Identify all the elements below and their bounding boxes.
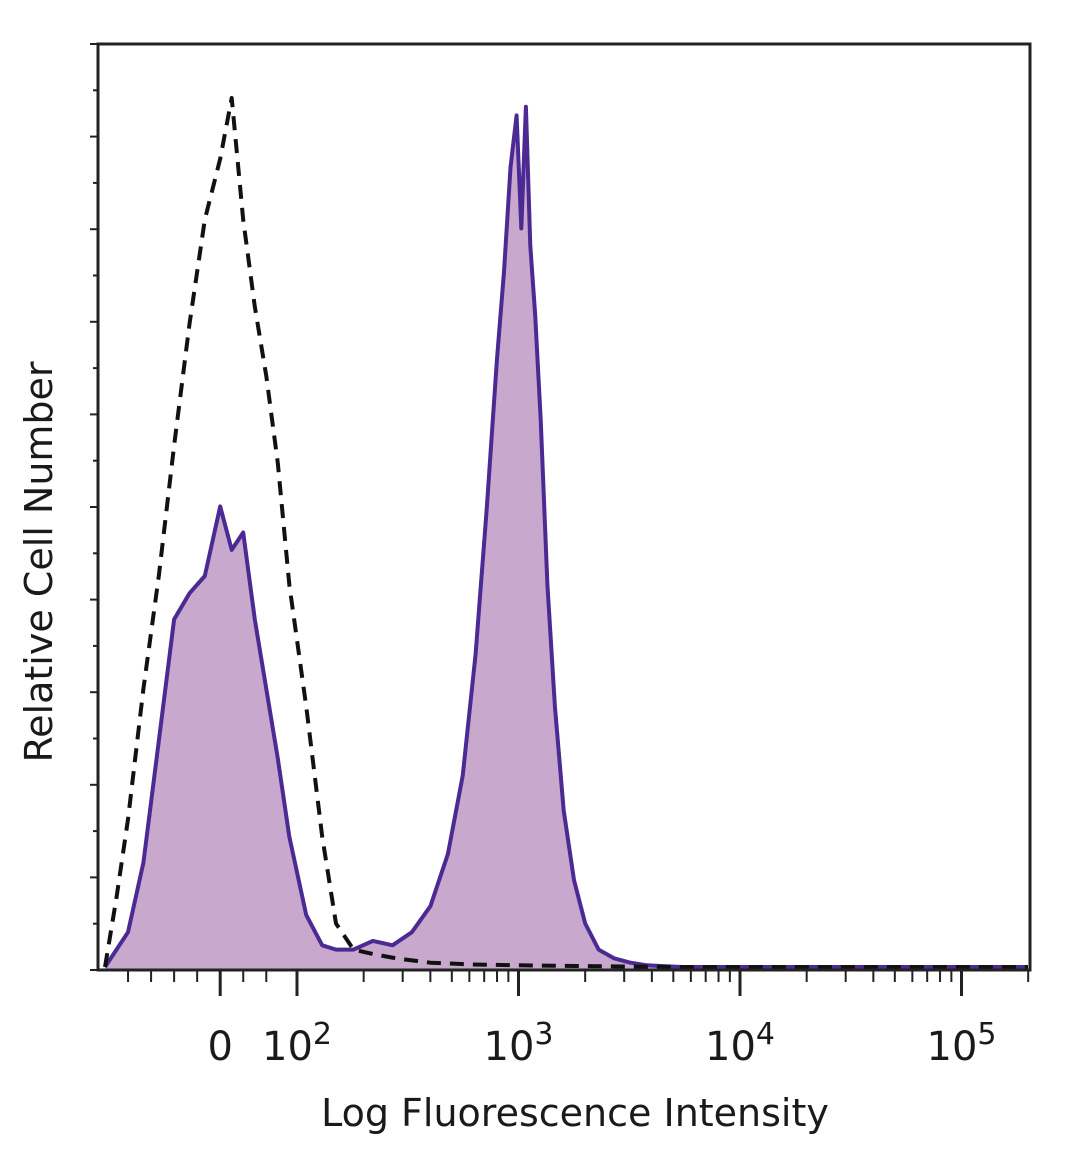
- plot-fill-layer: [105, 106, 1028, 969]
- x-tick-label: 102: [262, 1017, 332, 1070]
- stained-histogram-fill: [105, 106, 1028, 969]
- stained-histogram-line: [103, 104, 1028, 969]
- y-axis-title: Relative Cell Number: [17, 361, 61, 762]
- x-tick-label: 104: [705, 1017, 775, 1070]
- plot-line-layer: [103, 96, 1028, 969]
- x-tick-label: 0: [207, 1024, 232, 1070]
- control-histogram-line: [103, 96, 1028, 969]
- x-axis-title: Log Fluorescence Intensity: [321, 1091, 829, 1135]
- axis-ticks: [90, 43, 1030, 996]
- x-tick-label: 105: [927, 1017, 997, 1070]
- x-tick-label: 103: [484, 1017, 554, 1070]
- x-tick-labels: 0 102 103 104 105: [207, 1017, 996, 1070]
